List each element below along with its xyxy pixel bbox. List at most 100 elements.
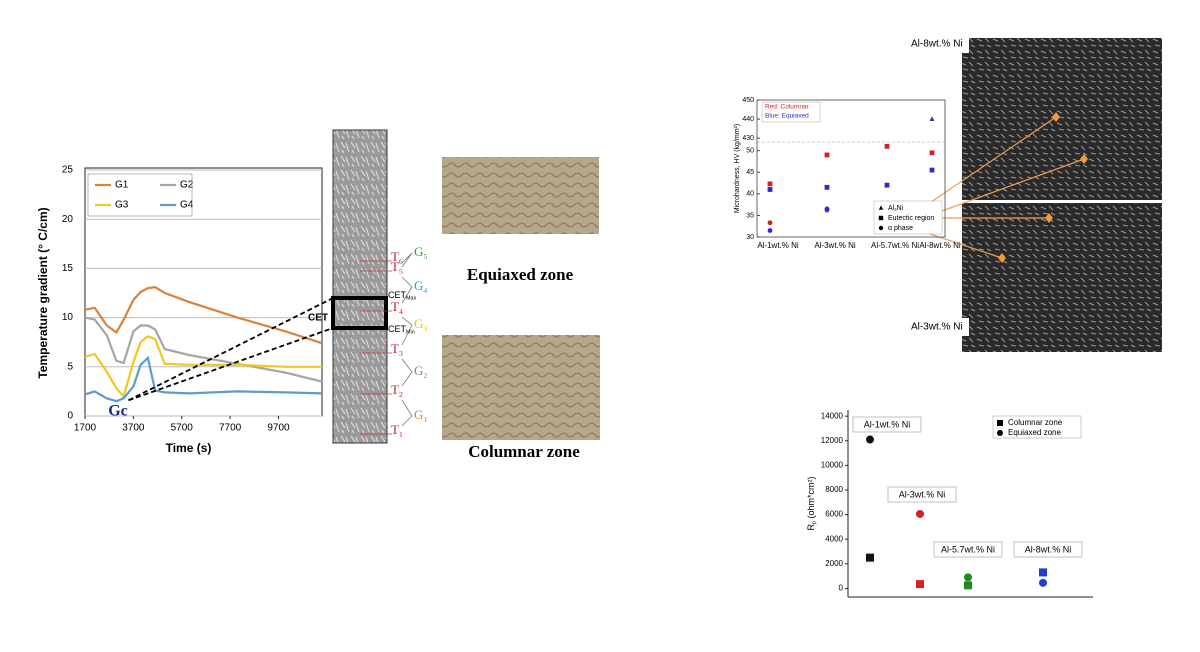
point	[929, 167, 935, 173]
label-main: T	[391, 259, 399, 274]
legend-label: G4	[180, 200, 194, 211]
label-rest: Ni	[897, 205, 904, 212]
label-sub: 5	[399, 267, 403, 276]
category-label: Al-1wt.% Ni	[864, 419, 911, 429]
label-sub: Max	[406, 296, 416, 302]
point	[767, 228, 773, 233]
y-tick-label: 450	[742, 97, 754, 104]
label-sub: 2	[423, 371, 427, 380]
y-tick-label: 40	[746, 191, 754, 198]
label-sub: 5	[423, 252, 427, 261]
label: T3	[391, 341, 403, 358]
label-rest: (ohm*cm²)	[806, 476, 816, 521]
y-tick-label: 14000	[821, 411, 844, 420]
y-tick-label: 4000	[825, 534, 843, 543]
data-line	[84, 355, 323, 403]
y-tick-label: 6000	[825, 510, 843, 519]
legend-box	[992, 415, 1082, 439]
point	[878, 225, 884, 231]
y-tick-label: 2000	[825, 559, 843, 568]
label: G3	[414, 316, 427, 333]
y-tick-label: 8000	[825, 485, 843, 494]
sem-label: Al-3wt.% Ni	[911, 322, 963, 333]
label: G4	[414, 278, 427, 295]
ingot-image	[332, 129, 388, 444]
sem-image	[962, 38, 1162, 200]
label-box	[907, 35, 969, 53]
dash-line	[128, 327, 334, 402]
label-sub: 2	[399, 390, 403, 399]
point	[964, 573, 972, 582]
sem-image	[962, 203, 1162, 352]
label: Rp (ohm*cm²)	[806, 476, 818, 530]
label-main: T	[391, 341, 399, 356]
y-axis-label: Microhardness, HV (kg/mm²)	[734, 124, 741, 213]
x-tick-label: 7700	[219, 423, 242, 434]
y-tick-label: 35	[746, 212, 754, 219]
annotation: CET	[308, 313, 328, 324]
label: G2	[414, 363, 427, 380]
y-tick-label: 30	[746, 234, 754, 241]
bracket	[401, 316, 413, 346]
point	[1039, 568, 1047, 577]
point	[884, 143, 890, 149]
legend-label: G2	[180, 180, 194, 191]
y-tick-label: 430	[742, 135, 754, 142]
x-tick-label: Al-1wt.% Ni	[757, 241, 799, 250]
label-main: CET	[388, 324, 407, 334]
y-tick-label: 50	[746, 147, 754, 154]
bracket	[401, 358, 413, 387]
zone-caption: Columnar zone	[468, 442, 580, 461]
label-box	[852, 416, 922, 433]
label: T2	[391, 382, 403, 399]
point	[916, 509, 924, 518]
label: T1	[391, 422, 403, 439]
bracket	[401, 399, 413, 427]
point	[878, 205, 884, 210]
point	[767, 181, 773, 187]
dash-line	[128, 297, 334, 402]
label: G5	[414, 244, 427, 261]
label-sub: 1	[423, 415, 427, 424]
legend-label: G1	[115, 180, 129, 191]
bracket	[401, 276, 413, 304]
label-sub: 3	[399, 349, 403, 358]
point	[1039, 578, 1047, 587]
label: T4	[391, 299, 403, 316]
equiaxed-micrograph	[442, 157, 599, 234]
sem-label: Al-8wt.% Ni	[911, 39, 963, 50]
point	[866, 435, 874, 444]
legend-box	[761, 101, 821, 123]
label-main: G	[414, 316, 423, 331]
y-tick-label: 10000	[821, 460, 844, 469]
label-box	[933, 541, 1003, 558]
y-tick-label: 0	[839, 583, 844, 592]
y-tick-label: 12000	[821, 436, 844, 445]
legend-label: Eutectic region	[888, 215, 934, 222]
y-axis-label: Temperature gradient (° C/cm)	[36, 207, 50, 378]
zone-caption: Equiaxed zone	[467, 265, 574, 284]
bracket	[401, 252, 413, 268]
plot-frame	[756, 99, 946, 238]
label-main: G	[414, 363, 423, 378]
y-tick-label: 25	[62, 165, 74, 176]
x-tick-label: 5700	[171, 423, 194, 434]
category-label: Al-5.7wt.% Ni	[941, 544, 995, 554]
point	[767, 187, 773, 192]
label-box	[907, 318, 969, 336]
x-tick-label: 3700	[122, 423, 145, 434]
legend-label: Columnar zone	[1008, 418, 1063, 427]
x-tick-label: 9700	[267, 423, 290, 434]
x-tick-label: 1700	[74, 423, 97, 434]
label-main: G	[414, 407, 423, 422]
label-main: T	[391, 249, 399, 264]
legend-label: Equiaxed zone	[1008, 428, 1061, 437]
annotation: Gc	[108, 403, 128, 420]
x-tick-label: Al-8wt.% Ni	[919, 241, 961, 250]
label-sub: Min	[406, 330, 415, 336]
legend-label: α phase	[888, 225, 913, 232]
point	[767, 220, 773, 226]
label-sub: 6	[399, 257, 403, 266]
point	[929, 116, 935, 122]
